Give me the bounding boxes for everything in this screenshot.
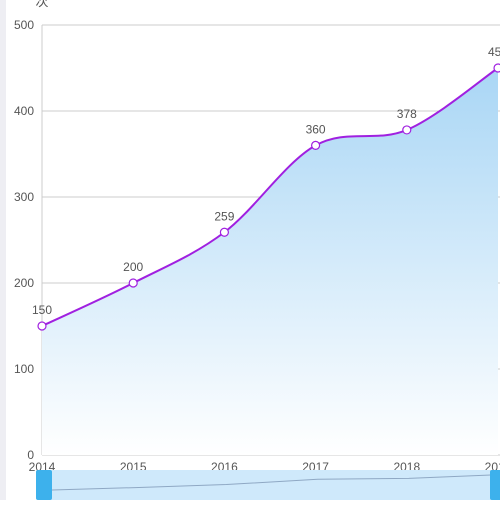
y-axis-unit-label: 次	[35, 0, 48, 9]
series-line	[41, 67, 499, 327]
data-zoom-preview-line	[43, 474, 500, 491]
data-label: 360	[306, 122, 326, 136]
y-tick-label: 100	[14, 362, 34, 376]
data-zoom-slider[interactable]	[36, 470, 500, 500]
data-point	[219, 227, 229, 237]
y-tick-label: 0	[27, 448, 34, 462]
y-tick-label: 200	[14, 276, 34, 290]
left-edge-strip	[0, 0, 6, 500]
data-zoom-selection[interactable]	[44, 470, 500, 500]
y-tick-label: 500	[14, 18, 34, 32]
series-area-fill	[42, 68, 498, 455]
y-tick-label: 400	[14, 104, 34, 118]
data-point	[493, 63, 500, 73]
data-labels: 150 200 259 360 378 450	[32, 45, 500, 317]
data-zoom-right-handle[interactable]	[490, 470, 500, 500]
series-points	[37, 63, 500, 331]
data-label: 150	[32, 303, 52, 317]
data-point	[311, 140, 321, 150]
y-tick-label: 300	[14, 190, 34, 204]
data-zoom-left-handle[interactable]	[36, 470, 52, 500]
data-label: 450	[488, 45, 500, 59]
data-point	[402, 125, 412, 135]
data-point	[128, 278, 138, 288]
data-point	[37, 321, 47, 331]
data-label: 259	[214, 209, 234, 223]
data-label: 378	[397, 107, 417, 121]
data-label: 200	[123, 260, 143, 274]
y-axis-tick-labels: 0 100 200 300 400 500	[14, 18, 34, 462]
